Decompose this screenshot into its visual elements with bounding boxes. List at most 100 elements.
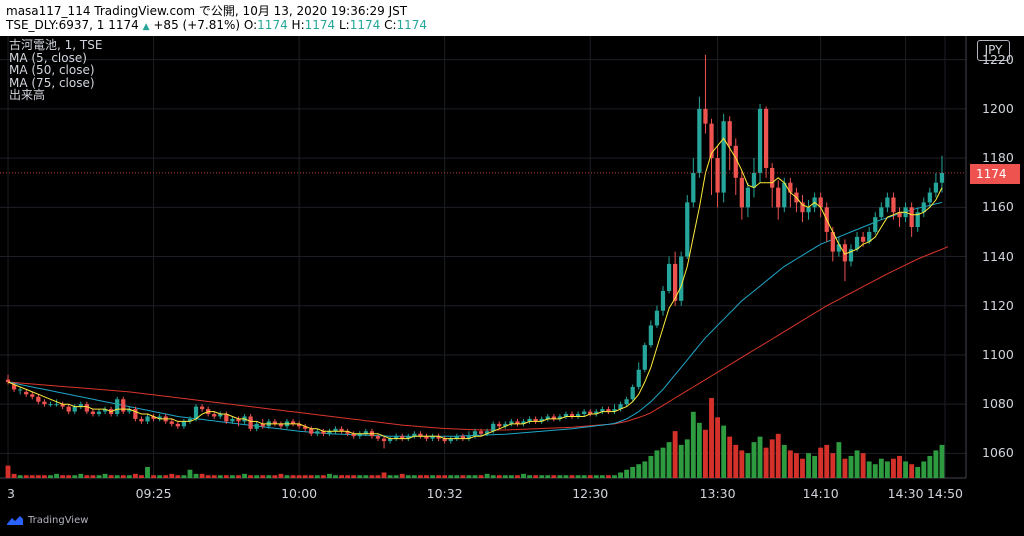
candle-body xyxy=(654,310,660,326)
volume-bar xyxy=(939,444,945,478)
candle-body xyxy=(709,123,714,159)
candle-body xyxy=(272,421,277,424)
candle-body xyxy=(478,431,484,434)
volume-bar xyxy=(242,473,247,478)
candle-body xyxy=(327,431,332,434)
candle-body xyxy=(460,436,465,439)
volume-bar xyxy=(60,475,66,478)
chart-area[interactable] xyxy=(0,36,1024,536)
candle-body xyxy=(5,379,11,383)
candle-body xyxy=(594,411,599,415)
candle-body xyxy=(193,406,199,419)
open-value: 1174 xyxy=(257,18,288,32)
volume-bar xyxy=(818,447,824,478)
volume-bar xyxy=(139,475,144,478)
publication-info: masa117_114 TradingView.com で公開, 10月 13,… xyxy=(6,4,408,18)
volume-bar xyxy=(308,475,314,478)
legend-symbol[interactable]: 古河電池, 1, TSE xyxy=(9,38,103,52)
candle-body xyxy=(770,167,775,188)
candle-body xyxy=(533,418,538,422)
candle-body xyxy=(230,418,235,422)
volume-bar xyxy=(739,450,745,478)
candle-body xyxy=(412,433,417,437)
close-value: 1174 xyxy=(396,18,428,32)
legend-ma75[interactable]: MA (75, close) xyxy=(9,75,95,90)
candle-body xyxy=(466,436,472,439)
volume-bar xyxy=(278,473,284,478)
candle-body xyxy=(351,433,356,437)
volume-bar xyxy=(642,461,648,478)
candle-body xyxy=(873,217,878,232)
candle-body xyxy=(909,207,914,228)
candle-body xyxy=(830,231,835,252)
indicator-legend: 古河電池, 1, TSE MA (5, close) MA (50, close… xyxy=(9,39,102,102)
volume-bar xyxy=(132,473,138,478)
volume-bar xyxy=(654,450,660,478)
candle-body xyxy=(660,290,666,311)
legend-volume[interactable]: 出来高 xyxy=(9,88,46,102)
candle-body xyxy=(515,421,520,424)
up-triangle-icon: ▲ xyxy=(142,22,150,32)
volume-bar xyxy=(775,433,781,478)
volume-bar xyxy=(405,475,411,478)
legend-ma50[interactable]: MA (50, close) xyxy=(9,63,95,77)
volume-bar xyxy=(314,475,320,478)
candle-body xyxy=(442,438,447,442)
candle-body xyxy=(563,414,569,417)
ma5-line xyxy=(7,137,943,440)
volume-bar xyxy=(696,422,702,478)
candle-body xyxy=(612,409,617,412)
volume-bar xyxy=(527,475,533,478)
volume-bar xyxy=(878,458,884,478)
candle-body xyxy=(757,108,763,173)
tradingview-footer[interactable]: TradingView xyxy=(6,515,88,526)
candle-body xyxy=(48,404,53,406)
candle-body xyxy=(673,263,678,301)
candle-body xyxy=(448,438,453,442)
volume-bar xyxy=(430,475,435,478)
candle-body xyxy=(436,436,441,439)
volume-bar xyxy=(411,475,417,478)
volume-bar xyxy=(757,436,763,478)
volume-bar xyxy=(66,475,72,478)
candle-body xyxy=(751,172,757,188)
price-tick-label: 1120 xyxy=(982,297,1014,313)
volume-bar xyxy=(90,475,96,478)
candle-body xyxy=(618,404,623,410)
volume-bar xyxy=(927,455,933,478)
candle-body xyxy=(509,421,514,424)
volume-bar xyxy=(163,475,169,478)
candle-body xyxy=(503,423,508,427)
currency-button[interactable]: JPY xyxy=(977,40,1010,61)
candle-body xyxy=(539,418,544,422)
candle-body xyxy=(836,244,841,252)
volume-bar xyxy=(199,473,205,478)
candle-body xyxy=(545,416,550,419)
volume-bar xyxy=(29,475,35,478)
candle-body xyxy=(685,202,690,257)
candle-body xyxy=(236,418,241,422)
volume-bar xyxy=(830,453,836,478)
candle-body xyxy=(691,172,696,203)
legend-ma5[interactable]: MA (5, close) xyxy=(9,50,87,65)
time-tick-label: 10:00 xyxy=(281,486,318,501)
volume-bar xyxy=(502,475,508,478)
candle-body xyxy=(557,416,563,419)
volume-bar xyxy=(909,464,915,478)
tradingview-logo-icon xyxy=(7,516,23,525)
ma50-line xyxy=(7,201,943,437)
volume-bar xyxy=(897,455,902,478)
volume-bar xyxy=(72,475,78,478)
candle-body xyxy=(424,436,429,439)
close-label: C: xyxy=(384,18,397,32)
candle-body xyxy=(224,414,229,422)
volume-bar xyxy=(866,461,872,478)
volume-bar xyxy=(272,475,278,478)
volume-bar xyxy=(284,475,290,478)
candle-body xyxy=(297,423,302,427)
candle-body xyxy=(127,409,132,412)
volume-bar xyxy=(569,475,575,478)
candle-body xyxy=(78,404,83,407)
volume-bar xyxy=(593,475,599,478)
